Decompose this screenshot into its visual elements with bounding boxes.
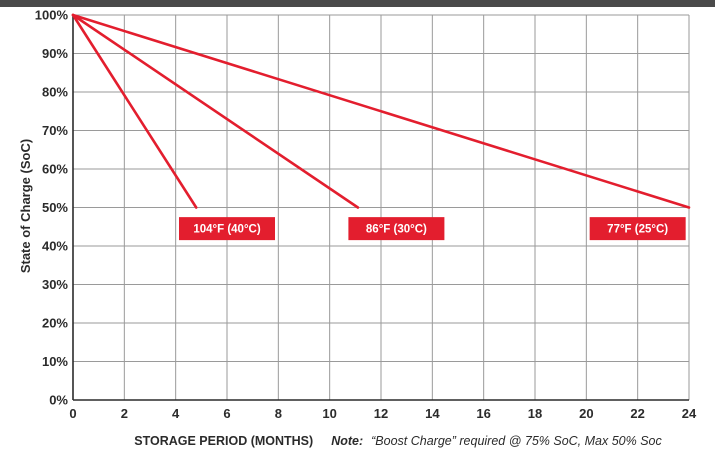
x-tick-label: 2 [121,406,128,421]
series-label-text: 77°F (25°C) [607,224,668,236]
y-tick-label: 50% [42,200,68,215]
x-tick-label: 4 [172,406,180,421]
y-tick-label: 30% [42,277,68,292]
grid [73,14,690,400]
y-tick-label: 70% [42,123,68,138]
x-tick-label: 22 [630,406,644,421]
x-axis-label: STORAGE PERIOD (MONTHS) [134,434,313,448]
y-tick-label: 60% [42,162,68,177]
series-line-1 [71,13,198,209]
y-tick-label: 20% [42,316,68,331]
series-line-2 [71,13,360,209]
x-tick-label: 14 [425,406,440,421]
series-line-3 [71,13,691,209]
series-label-3: 77°F (25°C) [589,217,686,241]
series-label-2: 86°F (30°C) [348,217,445,241]
chart-text: State of Charge (SoC) STORAGE PERIOD (MO… [18,139,662,449]
series-lines [71,13,691,209]
x-tick-label: 18 [528,406,542,421]
note-prefix: Note: [331,434,363,448]
note-text: “Boost Charge” required @ 75% SoC, Max 5… [371,434,662,448]
x-tick-label: 24 [682,406,697,421]
x-tick-label: 0 [69,406,76,421]
x-tick-label: 10 [322,406,336,421]
y-tick-label: 40% [42,239,68,254]
series-label-1: 104°F (40°C) [179,217,275,241]
series-label-text: 86°F (30°C) [366,224,427,236]
axes: 0%10%20%30%40%50%60%70%80%90%100%0 2 4 6 8 10… [35,8,697,422]
series-label-text: 104°F (40°C) [193,224,261,236]
series-labels: 104°F (40°C) 86°F (30°C) 77°F (25°C) [179,217,686,241]
top-header-bar [0,0,715,7]
series-label-box [348,217,445,241]
x-tick-label: 20 [579,406,593,421]
series-label-box [179,217,275,241]
x-tick-label: 16 [476,406,490,421]
x-tick-label: 6 [223,406,230,421]
x-axis-caption: STORAGE PERIOD (MONTHS) Note: “Boost Cha… [134,432,662,449]
y-axis-label: State of Charge (SoC) [18,139,33,273]
y-tick-label: 90% [42,46,68,61]
y-tick-label: 100% [35,8,69,23]
y-tick-label: 80% [42,85,68,100]
x-tick-label: 12 [374,406,388,421]
y-tick-label: 0% [49,393,68,408]
series-label-box [589,217,686,241]
x-tick-label: 8 [275,406,282,421]
y-tick-label: 10% [42,354,68,369]
